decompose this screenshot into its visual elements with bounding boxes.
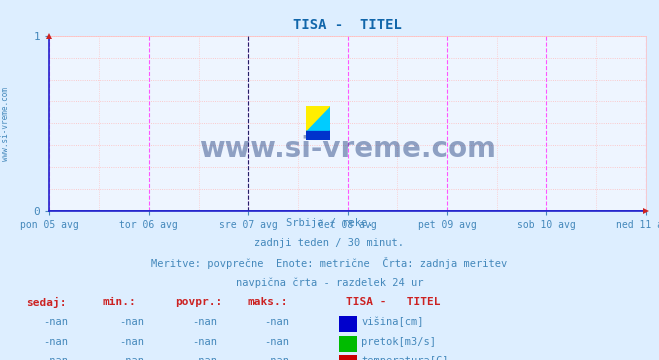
Text: -nan: -nan: [264, 337, 289, 347]
Text: -nan: -nan: [119, 317, 144, 327]
Polygon shape: [306, 130, 330, 140]
Polygon shape: [306, 106, 330, 130]
Text: višina[cm]: višina[cm]: [361, 317, 424, 327]
Text: www.si-vreme.com: www.si-vreme.com: [199, 135, 496, 163]
Text: -nan: -nan: [43, 356, 69, 360]
Text: pretok[m3/s]: pretok[m3/s]: [361, 337, 436, 347]
Text: maks.:: maks.:: [247, 297, 287, 307]
Text: sedaj:: sedaj:: [26, 297, 67, 308]
Text: min.:: min.:: [102, 297, 136, 307]
Text: Srbija / reke.: Srbija / reke.: [286, 218, 373, 228]
Text: TISA -   TITEL: TISA - TITEL: [346, 297, 440, 307]
Text: -nan: -nan: [43, 337, 69, 347]
Text: www.si-vreme.com: www.si-vreme.com: [1, 87, 10, 161]
Text: -nan: -nan: [119, 337, 144, 347]
Text: -nan: -nan: [192, 317, 217, 327]
Text: -nan: -nan: [119, 356, 144, 360]
Title: TISA -  TITEL: TISA - TITEL: [293, 18, 402, 32]
Text: povpr.:: povpr.:: [175, 297, 222, 307]
Text: temperatura[C]: temperatura[C]: [361, 356, 449, 360]
Text: -nan: -nan: [264, 356, 289, 360]
Text: -nan: -nan: [192, 356, 217, 360]
Text: -nan: -nan: [192, 337, 217, 347]
Text: -nan: -nan: [264, 317, 289, 327]
Text: navpična črta - razdelek 24 ur: navpična črta - razdelek 24 ur: [236, 277, 423, 288]
Text: zadnji teden / 30 minut.: zadnji teden / 30 minut.: [254, 238, 405, 248]
Polygon shape: [306, 106, 330, 130]
Text: -nan: -nan: [43, 317, 69, 327]
Text: Meritve: povprečne  Enote: metrične  Črta: zadnja meritev: Meritve: povprečne Enote: metrične Črta:…: [152, 257, 507, 269]
